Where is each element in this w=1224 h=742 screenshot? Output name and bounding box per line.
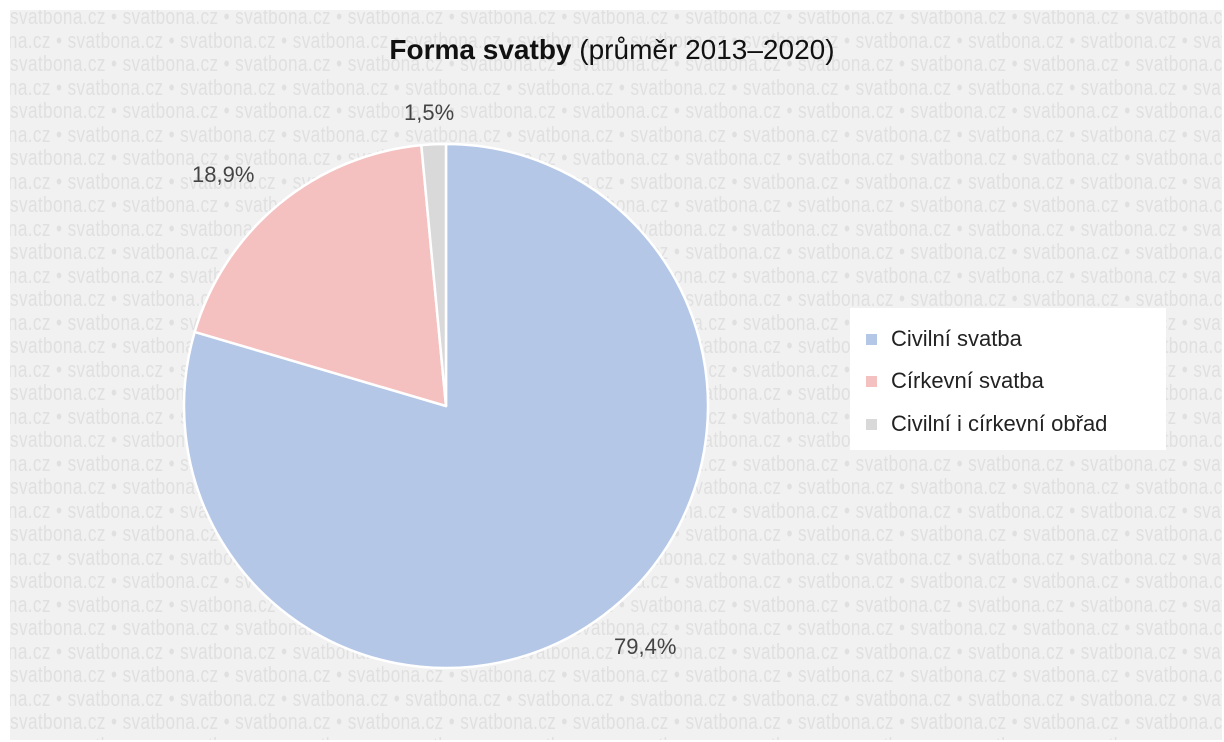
chart-title-main: Forma svatby — [389, 34, 572, 65]
chart-title-period: (průměr 2013–2020) — [579, 34, 835, 65]
legend-label: Církevní svatba — [891, 368, 1044, 393]
legend-item-civilni: Civilní svatba — [866, 324, 1022, 354]
legend-swatch — [866, 333, 877, 345]
legend-label: Civilní i církevní obřad — [891, 411, 1108, 436]
legend-item-cirkevni: Církevní svatba — [866, 366, 1044, 396]
legend: Civilní svatba Církevní svatba Civilní i… — [850, 308, 1166, 450]
chart-title: Forma svatby (průměr 2013–2020) — [0, 34, 1224, 66]
legend-item-oboji: Civilní i církevní obřad — [866, 409, 1107, 439]
pie-slice-cirkevni — [193, 143, 448, 408]
legend-label: Civilní svatba — [891, 326, 1022, 351]
legend-swatch — [866, 418, 877, 430]
legend-swatch — [866, 375, 877, 387]
data-label-cirkevni: 18,9% — [192, 162, 255, 187]
data-label-civilni: 79,4% — [614, 634, 677, 659]
data-label-oboji: 1,5% — [404, 100, 455, 125]
pie-slice-oboji — [420, 142, 448, 408]
